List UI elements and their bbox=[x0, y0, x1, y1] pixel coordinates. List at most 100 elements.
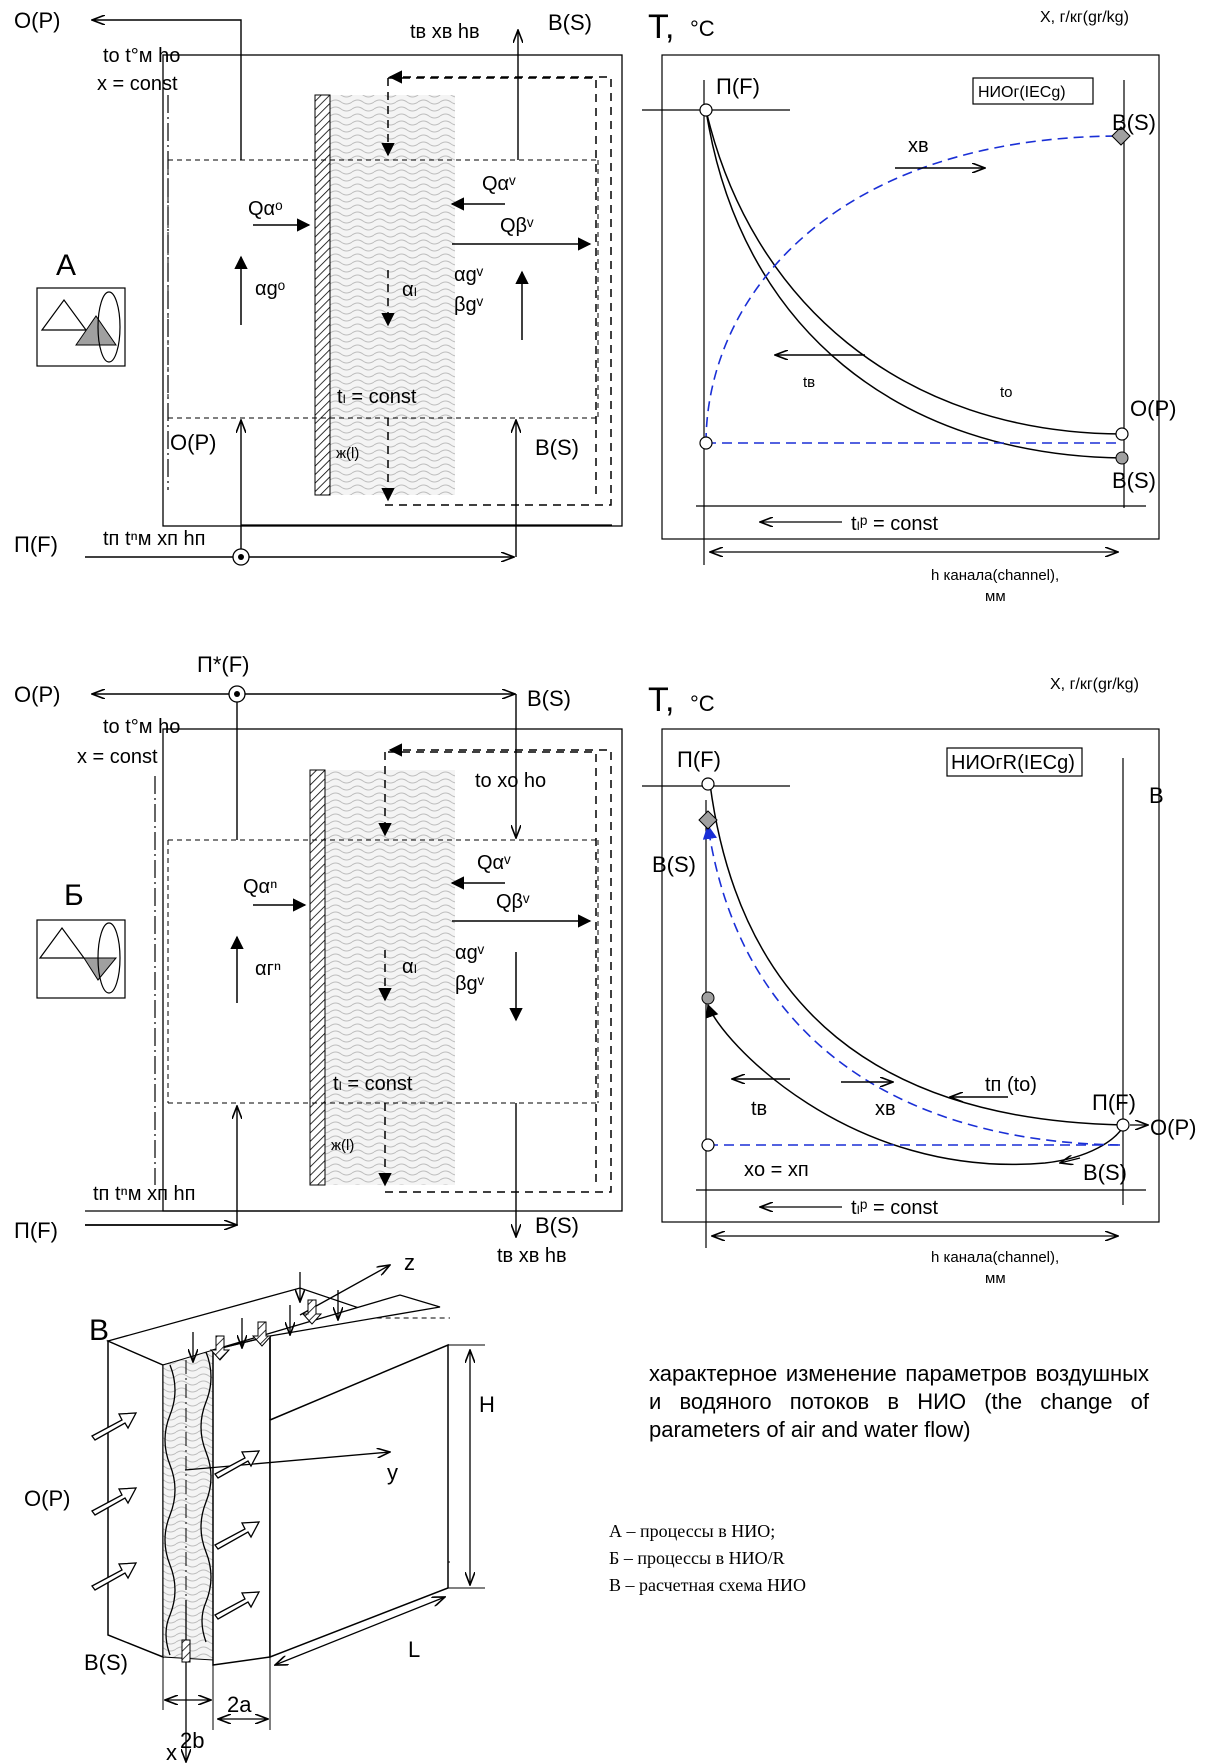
open-circle-marker-icon bbox=[1116, 1118, 1130, 1132]
panel-b-water: ж(l) bbox=[331, 1137, 354, 1154]
chart-a: НИОг(IECg) Т, °С X, г/кг(gr/kg) П(F) В(S… bbox=[642, 8, 1176, 605]
panel-a-top-right-port: В(S) bbox=[548, 10, 592, 35]
open-circle-marker-icon bbox=[699, 103, 713, 117]
chart-a-curve-to bbox=[705, 109, 1123, 435]
chart-b-y-title: Т, bbox=[648, 681, 674, 719]
open-circle-marker-icon bbox=[699, 436, 713, 450]
panel-b-water-loop bbox=[385, 743, 612, 1193]
chart-a-point-s-bottom: В(S) bbox=[1112, 468, 1156, 493]
open-circle-marker-icon bbox=[701, 1138, 715, 1152]
panel-b-inner-params: tо xо hо bbox=[475, 770, 546, 792]
crossed-circle-junction-icon bbox=[228, 685, 246, 703]
chart-b-eq: xо = xп bbox=[744, 1159, 809, 1181]
open-circle-marker-icon bbox=[1115, 427, 1129, 441]
panel-b-bottom-right-params: tв xв hв bbox=[497, 1245, 567, 1267]
grey-diamond-marker-icon bbox=[1111, 126, 1131, 146]
panel-c-axis-z-label: z bbox=[404, 1250, 415, 1275]
legend-item-c: В – расчетная схема НИО bbox=[609, 1575, 806, 1595]
panel-b-bottom-params: tп tⁿм xп hп bbox=[93, 1183, 195, 1205]
panel-b-top-left-port: О(Р) bbox=[14, 682, 60, 707]
panel-a-q-alpha-o: Qαᵒ bbox=[248, 198, 283, 220]
panel-b-schematic: П*(F) О(Р) В(S) tо t°м hо x = const tо x… bbox=[14, 652, 623, 1267]
panel-b-tag: Б bbox=[64, 879, 84, 912]
panel-b-q-beta-v: Qβᵛ bbox=[496, 891, 530, 913]
chart-b-mode-box bbox=[946, 747, 1083, 777]
panel-b-top-port: П*(F) bbox=[197, 652, 249, 677]
panel-c-outlet: В(S) bbox=[84, 1650, 128, 1675]
figure-caption: характерное изменение параметров воздушн… bbox=[649, 1361, 1149, 1442]
panel-c-dim-2b: 2b bbox=[180, 1728, 204, 1753]
panel-a-water-film bbox=[330, 95, 455, 495]
chart-b-curve-tv-label: tв bbox=[751, 1098, 767, 1120]
panel-c-schematic: В z y x H L 2a 2b О(Р) В(S) bbox=[24, 1250, 495, 1764]
panel-a-inlet-params: tп tⁿм xп hп bbox=[103, 528, 205, 550]
chart-a-curve-xv bbox=[705, 135, 1121, 444]
chart-b-point-s-bottom: В(S) bbox=[1083, 1160, 1127, 1185]
panel-c-film-edge-2 bbox=[200, 1351, 212, 1643]
chart-b-point-f-right: П(F) bbox=[1092, 1090, 1136, 1115]
chart-b-point-s-left: В(S) bbox=[652, 852, 696, 877]
panel-c-air-arrows bbox=[91, 1412, 261, 1620]
panel-b-alpha-gp: αгⁿ bbox=[255, 958, 281, 980]
chart-a-curve-xv-label: xв bbox=[908, 135, 929, 157]
chart-a-mode-box bbox=[972, 77, 1094, 105]
panel-b-frame bbox=[162, 728, 623, 1212]
panel-b-left-params-2: x = const bbox=[77, 746, 158, 768]
chart-a-curve-tv bbox=[705, 109, 1123, 459]
panel-legend: А – процессы в НИО; Б – процессы в НИО/R… bbox=[609, 1518, 1169, 1599]
chart-a-mode-label: НИОг(IECg) bbox=[978, 84, 1066, 101]
panel-a-plate bbox=[314, 94, 331, 496]
chart-a-curve-to-label: tо bbox=[1000, 384, 1013, 401]
panel-a-tl-const: tₗ = const bbox=[337, 386, 417, 408]
panel-b-beta-gv: βgᵛ bbox=[455, 973, 485, 995]
panel-b-alpha-l: αₗ bbox=[402, 956, 417, 978]
chart-b-right-label: В bbox=[1149, 783, 1164, 808]
chart-a-point-p: О(Р) bbox=[1130, 396, 1176, 421]
panel-a-alpha-gv: αgᵛ bbox=[454, 264, 484, 286]
panel-b-q-alpha-v: Qαᵛ bbox=[477, 852, 511, 874]
triangle-sine-icon-a bbox=[36, 287, 126, 367]
panel-b-inlet-line bbox=[85, 1106, 237, 1226]
panel-c-axis-y bbox=[184, 1452, 390, 1471]
panel-c-tag: В bbox=[89, 1314, 109, 1347]
chart-a-bottom-label: tₗᵖ = const bbox=[851, 513, 938, 535]
panel-c-dim-h: H bbox=[479, 1392, 495, 1417]
panel-b-tl-const: tₗ = const bbox=[333, 1073, 413, 1095]
panel-a-tag: А bbox=[56, 249, 76, 282]
panel-a-water-loop bbox=[385, 70, 612, 506]
panel-a-bottom-left-port: О(Р) bbox=[170, 430, 216, 455]
chart-a-frame bbox=[661, 54, 1160, 540]
panel-a-inlet-port: П(F) bbox=[14, 532, 58, 557]
panel-c-dim-2a: 2a bbox=[227, 1692, 252, 1717]
panel-a-water: ж(l) bbox=[336, 445, 359, 462]
chart-b-bs-arrow bbox=[1060, 1158, 1081, 1163]
chart-a-y-title: Т, bbox=[648, 8, 674, 46]
panel-a-frame bbox=[162, 54, 623, 527]
panel-a-alpha-l: αₗ bbox=[402, 279, 417, 301]
panel-a-top-left-port: О(Р) bbox=[14, 8, 60, 33]
panel-a-left-params-1: tо t°м hо bbox=[103, 45, 180, 67]
chart-b-curve-xv-label: xв bbox=[875, 1098, 896, 1120]
grey-circle-marker-icon bbox=[701, 991, 715, 1005]
panel-b-bottom-left-port: П(F) bbox=[14, 1218, 58, 1243]
chart-a-axis-unit: мм bbox=[985, 588, 1006, 605]
panel-a-left-params-2: x = const bbox=[97, 73, 178, 95]
panel-b-top-right-port: В(S) bbox=[527, 686, 571, 711]
panel-a-alpha-go: αgᵒ bbox=[255, 278, 285, 300]
chart-a-x-right-label: X, г/кг(gr/kg) bbox=[1040, 9, 1129, 26]
panel-b-plate bbox=[309, 769, 326, 1186]
panel-c-inlet: О(Р) bbox=[24, 1486, 70, 1511]
chart-b-curve-tp bbox=[709, 783, 1124, 1126]
chart-b-y-unit: °С bbox=[690, 691, 715, 716]
chart-b-curve-tp-label: tп (tо) bbox=[985, 1074, 1037, 1096]
chart-b-mode-label: НИОгR(IECg) bbox=[951, 752, 1075, 774]
legend-item-a: А – процессы в НИО; bbox=[609, 1521, 776, 1541]
panel-c-film-edge-1 bbox=[164, 1364, 176, 1656]
panel-b-bottom-right-port: В(S) bbox=[535, 1213, 579, 1238]
panel-a-q-alpha-v: Qαᵛ bbox=[482, 173, 516, 195]
chart-a-point-s-top: В(S) bbox=[1112, 110, 1156, 135]
panel-a-bottom-right-port: В(S) bbox=[535, 435, 579, 460]
chart-b-axis-label: h канала(channel), bbox=[931, 1249, 1059, 1266]
panel-c-hatched-arrows bbox=[181, 1299, 323, 1663]
panel-c-l-dimension bbox=[275, 1597, 445, 1665]
